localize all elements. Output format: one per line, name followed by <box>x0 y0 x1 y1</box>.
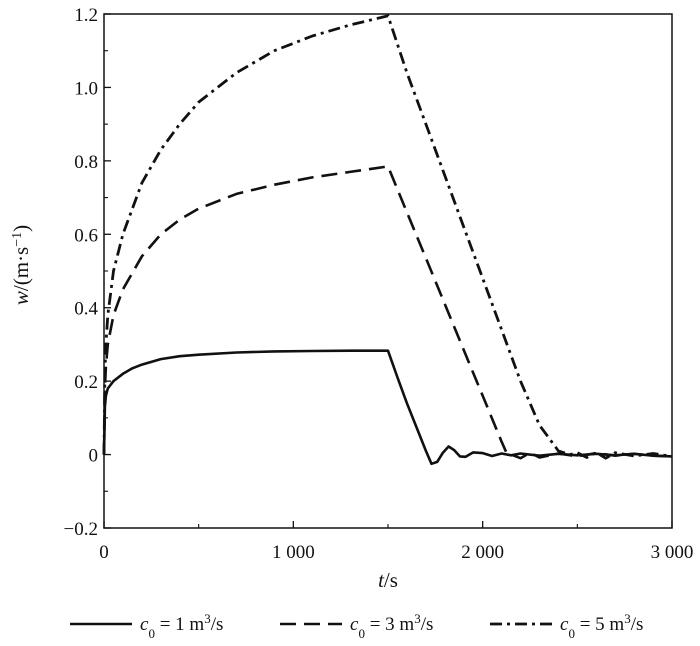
x-tick-label: 1 000 <box>272 542 315 563</box>
legend-label-1: c0 = 1 m3/s <box>140 611 223 641</box>
plot-frame <box>103 13 673 529</box>
y-tick-label: 0.8 <box>74 152 98 173</box>
y-tick-label: 0.4 <box>74 299 98 320</box>
y-axis-label: w/(m·s−1) <box>9 225 33 305</box>
legend-label-2: c0 = 3 m3/s <box>350 611 433 641</box>
series-line-2 <box>102 165 673 460</box>
x-tick-label: 2 000 <box>461 542 504 563</box>
x-tick-label: 3 000 <box>651 542 694 563</box>
series-line-3 <box>102 14 673 460</box>
x-tick-label: 0 <box>99 542 109 563</box>
legend: c0 = 1 m3/s c0 = 3 m3/s c0 = 5 m3/s <box>70 611 643 641</box>
x-axis-ticks: 0 1 000 2 000 3 000 <box>99 521 693 563</box>
y-tick-label: 0.6 <box>74 225 98 246</box>
y-tick-label: 0 <box>89 446 99 467</box>
x-axis-label: t/s <box>378 568 398 592</box>
y-tick-label: −0.2 <box>64 519 98 540</box>
y-axis-ticks: −0.2 0 0.2 0.4 0.6 0.8 1.0 1.2 <box>64 5 111 540</box>
y-tick-label: 0.2 <box>74 372 98 393</box>
y-tick-label: 1.0 <box>74 78 98 99</box>
series-group <box>102 14 673 466</box>
legend-label-3: c0 = 5 m3/s <box>560 611 643 641</box>
series-line-1 <box>102 349 673 466</box>
y-tick-label: 1.2 <box>74 5 98 26</box>
